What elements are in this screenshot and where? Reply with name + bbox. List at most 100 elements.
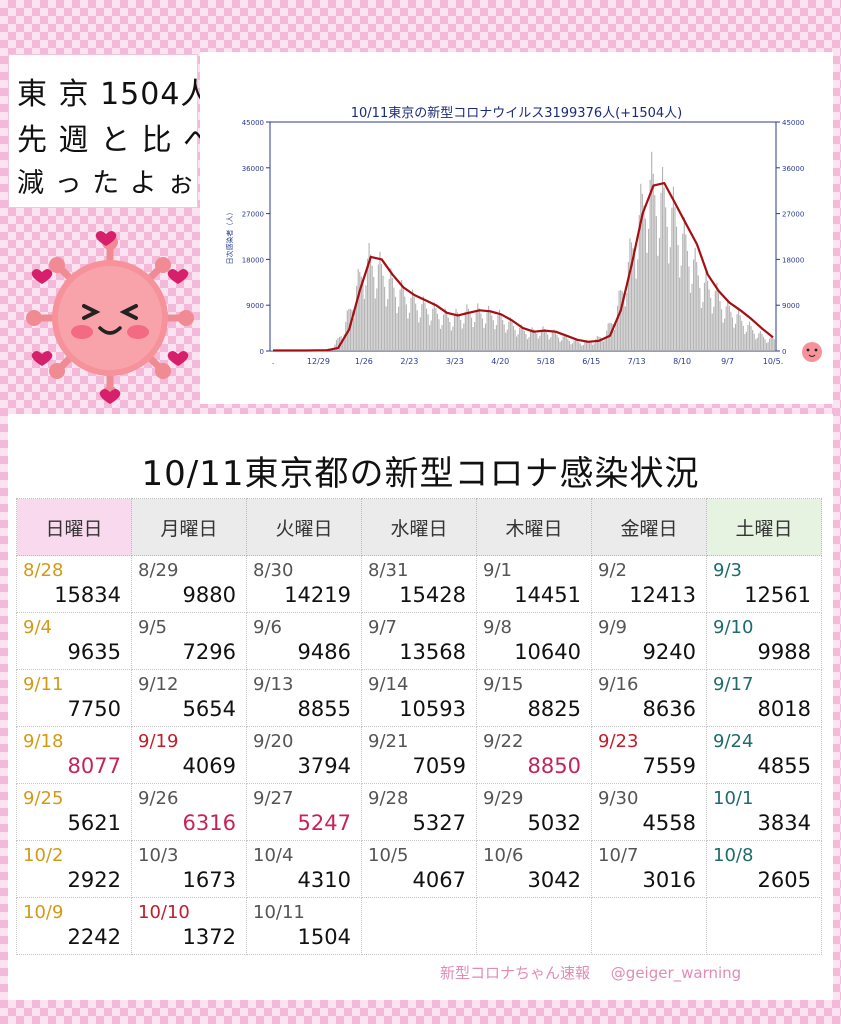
daily-case-bar [713, 306, 715, 351]
day-cell: 9/9 9240 [591, 612, 707, 670]
day-case-count: 5654 [182, 697, 236, 721]
daily-case-bar [384, 286, 386, 351]
day-date: 9/25 [23, 788, 64, 809]
daily-case-bar [382, 275, 384, 351]
daily-case-bar [376, 288, 378, 351]
y-tick-label-left: 27000 [242, 211, 264, 219]
daily-case-bar [752, 330, 754, 351]
daily-case-bar [354, 308, 356, 351]
daily-case-bar [443, 314, 445, 351]
daily-case-bar [405, 304, 407, 351]
day-cell: 9/7 13568 [361, 612, 477, 670]
daily-case-bar [629, 238, 631, 351]
daily-case-bar [624, 306, 626, 351]
day-date: 9/23 [598, 731, 639, 752]
daily-case-bar [758, 333, 760, 351]
day-date: 10/10 [138, 902, 190, 923]
table-row: 8/28 15834 8/29 9880 8/30 14219 8/31 15428 9/1 14… [16, 555, 822, 613]
x-tick-label: 2/23 [400, 357, 418, 366]
y-tick-label-right: 45000 [782, 119, 804, 127]
daily-case-bar [446, 313, 448, 351]
daily-case-bar [610, 323, 612, 351]
daily-case-bar [573, 340, 575, 351]
day-cell: 9/22 8850 [476, 726, 592, 784]
daily-case-bar [761, 334, 763, 351]
daily-case-bar [551, 332, 553, 351]
daily-case-bar [478, 308, 480, 351]
y-tick-label-left: 0 [260, 348, 264, 356]
table-row: 10/9 2242 10/10 1372 10/11 1504 [16, 897, 822, 955]
daily-case-bar [665, 207, 667, 351]
day-date: 9/14 [368, 674, 409, 695]
daily-case-bar [514, 329, 516, 351]
day-date: 10/2 [23, 845, 64, 866]
day-case-count: 5032 [527, 811, 581, 835]
daily-case-bar [352, 318, 355, 351]
daily-case-bar [370, 254, 372, 351]
daily-case-bar [596, 336, 598, 351]
daily-case-bar [730, 311, 732, 351]
daily-case-bar [467, 308, 470, 351]
day-case-count: 6316 [182, 811, 236, 835]
day-date: 9/21 [368, 731, 409, 752]
daily-case-bar [492, 320, 494, 351]
moving-average-line [273, 182, 774, 352]
daily-case-bar [685, 234, 687, 351]
daily-case-bar [710, 297, 712, 351]
header-friday: 金曜日 [591, 498, 707, 556]
daily-case-bar [509, 317, 511, 351]
daily-case-bar [371, 265, 373, 351]
daily-case-bar [745, 331, 747, 351]
daily-case-bar [635, 278, 637, 351]
daily-case-bar [630, 242, 633, 351]
daily-case-bar [590, 342, 592, 351]
daily-case-bar [703, 282, 706, 351]
daily-case-bar [385, 306, 387, 351]
daily-case-bar [679, 277, 681, 351]
daily-case-bar [450, 330, 452, 351]
daily-case-bar [592, 344, 594, 351]
daily-case-bar [472, 327, 474, 351]
daily-case-bar [584, 342, 586, 351]
daily-case-bar [272, 350, 274, 351]
daily-case-bar [337, 338, 339, 351]
table-row: 9/25 5621 9/26 6316 9/27 5247 9/28 5327 9/29 5032… [16, 783, 822, 841]
daily-case-bar [415, 303, 417, 351]
daily-case-bar [447, 317, 449, 351]
daily-case-bar [438, 319, 440, 351]
daily-case-bar [753, 333, 755, 351]
day-case-count: 9486 [297, 640, 351, 664]
daily-case-bar [531, 327, 533, 351]
day-date: 9/15 [483, 674, 524, 695]
day-case-count: 2605 [757, 868, 811, 892]
x-tick-label: 3/23 [446, 357, 464, 366]
daily-case-bar [644, 218, 647, 351]
daily-case-bar [634, 255, 636, 351]
daily-case-bar [500, 315, 502, 351]
daily-case-bar [686, 250, 688, 351]
daily-case-bar [587, 340, 589, 351]
daily-case-bar [534, 331, 536, 351]
daily-case-bar [461, 328, 463, 351]
daily-case-bar [463, 323, 465, 351]
day-case-count: 9988 [757, 640, 811, 664]
daily-case-bar [388, 279, 390, 351]
daily-case-bar [657, 255, 659, 351]
daily-case-bar [523, 330, 525, 351]
daily-case-bar [772, 337, 774, 351]
day-date: 8/29 [138, 560, 179, 581]
daily-case-bar [773, 339, 775, 351]
daily-case-bar [660, 192, 662, 351]
daily-case-bar [498, 309, 501, 351]
day-case-count: 10640 [514, 640, 581, 664]
daily-case-bar [556, 335, 558, 351]
daily-case-bar [725, 306, 727, 351]
x-tick-label: 5/18 [537, 357, 555, 366]
day-cell: 9/30 4558 [591, 783, 707, 841]
daily-case-bar [542, 326, 544, 351]
day-date: 8/28 [23, 560, 64, 581]
daily-case-bar [480, 313, 482, 351]
daily-case-bar [377, 264, 379, 351]
x-tick-label: 12/29 [307, 357, 330, 366]
daily-case-bar [593, 343, 595, 351]
